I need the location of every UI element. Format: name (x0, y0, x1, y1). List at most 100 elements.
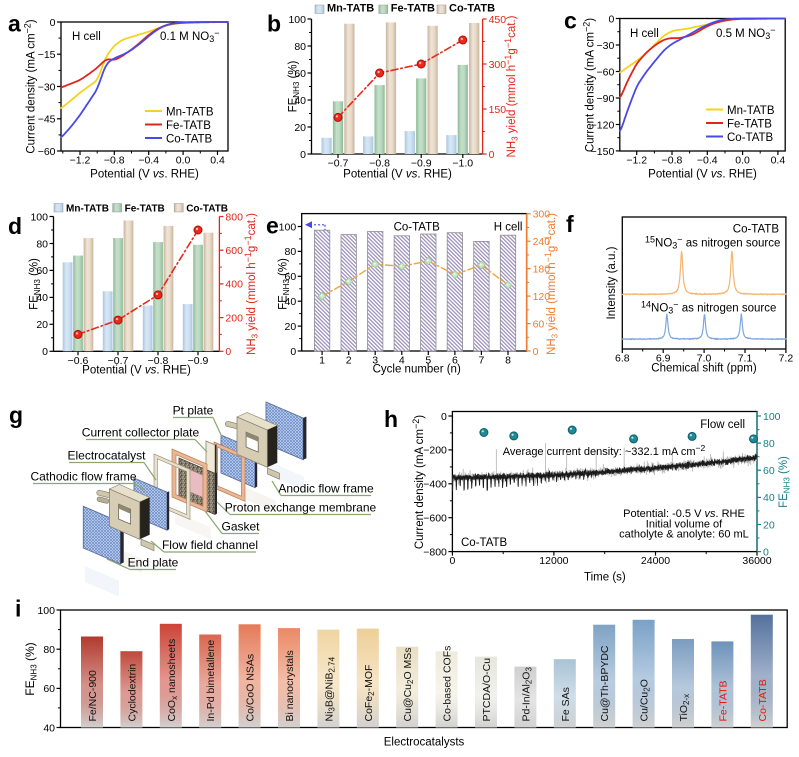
svg-text:Fe-TATB: Fe-TATB (125, 203, 165, 214)
svg-text:20: 20 (294, 122, 306, 134)
svg-text:Co-based COFs: Co-based COFs (442, 646, 454, 722)
svg-text:600: 600 (225, 245, 243, 257)
svg-text:80: 80 (36, 238, 48, 250)
svg-text:7.0: 7.0 (697, 353, 712, 365)
svg-text:NH3 yield (mmol h−1g−1cat.): NH3 yield (mmol h−1g−1cat.) (503, 15, 520, 157)
svg-text:Pd-In/Al2O3: Pd-In/Al2O3 (520, 667, 533, 722)
svg-text:−150: −150 (591, 146, 615, 158)
svg-text:7: 7 (478, 355, 484, 367)
svg-text:Electrocatalyst: Electrocatalyst (67, 449, 146, 463)
svg-text:60: 60 (36, 265, 48, 277)
svg-text:450: 450 (489, 14, 507, 26)
svg-text:60: 60 (285, 271, 297, 283)
svg-text:−400: −400 (423, 479, 447, 491)
svg-text:8: 8 (505, 355, 511, 367)
svg-text:100: 100 (30, 211, 48, 223)
svg-text:40: 40 (43, 722, 55, 734)
svg-text:14NO3− as nitrogen source: 14NO3− as nitrogen source (641, 300, 776, 316)
svg-text:FENH3 (%): FENH3 (%) (288, 60, 302, 112)
svg-text:FENH3 (%): FENH3 (%) (778, 456, 792, 508)
svg-text:0.1 M NO3−: 0.1 M NO3− (160, 28, 220, 44)
svg-text:−0.6: −0.6 (68, 355, 89, 367)
svg-text:−200: −200 (423, 445, 447, 457)
svg-text:40: 40 (36, 292, 48, 304)
svg-text:Bi nanocrystals: Bi nanocrystals (284, 650, 296, 721)
svg-text:0.0: 0.0 (735, 155, 750, 167)
svg-text:Pt plate: Pt plate (173, 404, 214, 418)
svg-text:20: 20 (285, 321, 297, 333)
svg-text:−60: −60 (38, 146, 56, 158)
svg-text:In-Pd bimetallene: In-Pd bimetallene (205, 640, 217, 722)
svg-text:−0.8: −0.8 (369, 158, 390, 170)
svg-text:End plate: End plate (128, 556, 179, 570)
svg-text:i: i (15, 596, 21, 622)
svg-text:3: 3 (372, 355, 378, 367)
svg-text:4: 4 (399, 355, 405, 367)
svg-text:Potential (V vs. RHE): Potential (V vs. RHE) (343, 169, 452, 181)
svg-text:Chemical shift (ppm): Chemical shift (ppm) (651, 363, 757, 375)
svg-text:−0.4: −0.4 (138, 155, 159, 167)
svg-text:Current density (mA cm−2): Current density (mA cm−2) (23, 19, 38, 153)
svg-text:−0.9: −0.9 (188, 355, 209, 367)
svg-text:Current density (mA cm−2): Current density (mA cm−2) (582, 18, 597, 152)
svg-text:200: 200 (225, 312, 243, 324)
svg-text:7.1: 7.1 (738, 353, 753, 365)
svg-text:20: 20 (763, 519, 775, 531)
svg-text:Cathodic flow frame: Cathodic flow frame (30, 470, 136, 484)
svg-text:0: 0 (42, 346, 48, 358)
svg-text:H cell: H cell (494, 222, 523, 234)
svg-text:−0.4: −0.4 (697, 155, 718, 167)
svg-text:Co/CoO NSAs: Co/CoO NSAs (245, 654, 257, 722)
svg-text:Time (s): Time (s) (584, 572, 626, 584)
svg-text:Cu/Cu2O: Cu/Cu2O (639, 679, 652, 721)
svg-text:100: 100 (763, 411, 781, 423)
svg-text:Mn-TATB: Mn-TATB (66, 203, 109, 214)
svg-text:PTCDA/O-Cu: PTCDA/O-Cu (481, 658, 493, 722)
svg-text:24000: 24000 (641, 555, 670, 567)
svg-text:NH3 yield (mmol h−1g−1cat.): NH3 yield (mmol h−1g−1cat.) (543, 213, 560, 355)
svg-text:80: 80 (43, 644, 55, 656)
svg-text:−1.2: −1.2 (626, 155, 647, 167)
svg-text:300: 300 (489, 59, 507, 71)
svg-text:−0.7: −0.7 (328, 158, 349, 170)
svg-text:Cu@Cu2O MSs: Cu@Cu2O MSs (402, 647, 415, 721)
svg-text:−0.9: −0.9 (411, 158, 432, 170)
svg-text:80: 80 (294, 41, 306, 53)
svg-text:Fe/NC-900: Fe/NC-900 (87, 670, 99, 722)
svg-text:120: 120 (533, 291, 551, 303)
svg-text:Potential: -0.5 V vs. RHE: Potential: -0.5 V vs. RHE (623, 508, 745, 520)
svg-text:−1.2: −1.2 (70, 155, 91, 167)
svg-text:TiO2-x: TiO2-x (678, 694, 691, 722)
svg-text:0: 0 (441, 411, 447, 423)
svg-text:Anodic flow frame: Anodic flow frame (278, 482, 374, 496)
svg-text:6.9: 6.9 (656, 353, 671, 365)
svg-text:FENH3 (%): FENH3 (%) (23, 642, 39, 695)
svg-text:−15: −15 (38, 49, 56, 61)
svg-text:0: 0 (225, 346, 231, 358)
svg-text:Current collector plate: Current collector plate (82, 426, 200, 440)
svg-text:0: 0 (300, 149, 306, 161)
svg-text:Intensity (a.u.): Intensity (a.u.) (606, 246, 618, 319)
svg-text:−0.8: −0.8 (104, 155, 125, 167)
svg-text:60: 60 (533, 318, 545, 330)
svg-text:400: 400 (225, 279, 243, 291)
svg-text:Co-TATB: Co-TATB (727, 132, 774, 144)
svg-text:7.2: 7.2 (779, 353, 794, 365)
svg-text:40: 40 (763, 492, 775, 504)
svg-text:CoOx nanosheets: CoOx nanosheets (166, 639, 179, 722)
svg-text:−800: −800 (423, 546, 447, 558)
svg-text:FENH3 (%): FENH3 (%) (278, 258, 292, 310)
svg-text:80: 80 (763, 438, 775, 450)
svg-text:150: 150 (489, 104, 507, 116)
svg-text:100: 100 (37, 605, 55, 617)
svg-text:0.5 M NO3−: 0.5 M NO3− (716, 25, 776, 41)
svg-text:0: 0 (489, 149, 495, 161)
svg-text:−45: −45 (38, 114, 56, 126)
svg-text:−60: −60 (596, 66, 614, 78)
svg-text:15NO3− as nitrogen source: 15NO3− as nitrogen source (645, 235, 780, 251)
svg-text:Flow cell: Flow cell (700, 419, 745, 431)
svg-text:H cell: H cell (630, 28, 659, 40)
svg-text:0: 0 (608, 13, 614, 25)
svg-text:−0.7: −0.7 (108, 355, 129, 367)
svg-text:Average current density: ~332.: Average current density: ~332.1 mA cm−2 (503, 443, 706, 458)
